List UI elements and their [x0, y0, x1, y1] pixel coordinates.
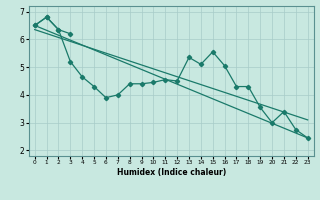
- X-axis label: Humidex (Indice chaleur): Humidex (Indice chaleur): [116, 168, 226, 177]
